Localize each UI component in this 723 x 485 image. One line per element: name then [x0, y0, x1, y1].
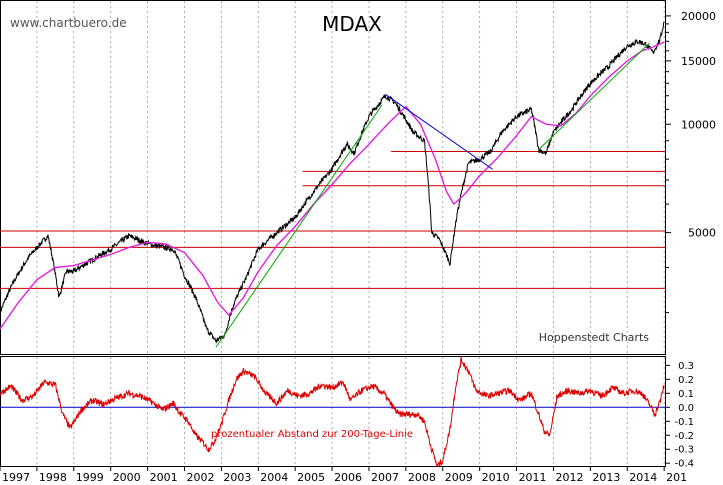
- x-tick-label: 2009: [445, 471, 473, 484]
- x-tick-label: 2012: [555, 471, 583, 484]
- price-y-tick-label: 10000: [681, 118, 716, 131]
- x-tick-label: 2011: [519, 471, 547, 484]
- osc-y-tick-label: 0.3: [678, 361, 694, 372]
- x-tick-label: 2013: [592, 471, 620, 484]
- x-tick-label: 1998: [39, 471, 67, 484]
- price-y-tick-label: 15000: [681, 55, 716, 68]
- x-tick-label: 2006: [334, 471, 362, 484]
- x-tick-label: 2010: [482, 471, 510, 484]
- watermark: www.chartbuero.de: [10, 16, 127, 30]
- price-line: [0, 21, 665, 344]
- moving-average-line: [0, 41, 665, 330]
- osc-y-tick-label: -0.4: [674, 459, 694, 470]
- osc-y-tick-label: 0.2: [678, 375, 694, 386]
- x-tick-label: 2001: [150, 471, 178, 484]
- osc-y-tick-label: -0.1: [674, 417, 694, 428]
- oscillator-title: prozentualer Abstand zur 200-Tage-Linie: [211, 429, 413, 440]
- osc-y-tick-label: 0.0: [678, 403, 694, 414]
- tick-labels: 1997 1998 1999 2000 2001 2002 2003 2004 2005 2006…: [0, 10, 716, 484]
- oscillator-panel-frame: [0, 356, 666, 467]
- x-tick-label: 1997: [2, 471, 30, 484]
- x-tick-label: 2014: [629, 471, 657, 484]
- chart-title: MDAX: [322, 12, 382, 36]
- credit-label: Hoppenstedt Charts: [539, 331, 650, 344]
- oscillator-line: [0, 356, 665, 468]
- price-panel-frame: [0, 0, 666, 355]
- osc-y-tick-label: -0.2: [674, 431, 694, 442]
- trend-line: [385, 94, 493, 170]
- x-tick-label: 2004: [260, 471, 288, 484]
- trend-lines: [215, 42, 650, 348]
- x-tick-label: 2002: [186, 471, 214, 484]
- trend-line: [215, 104, 383, 348]
- series: [0, 21, 665, 468]
- x-tick-label: 2007: [371, 471, 399, 484]
- x-tick-label: 1999: [76, 471, 104, 484]
- osc-y-tick-label: -0.3: [674, 445, 694, 456]
- osc-y-tick-label: 0.1: [678, 389, 694, 400]
- price-y-tick-label: 20000: [681, 10, 716, 23]
- x-tick-label: 201: [666, 471, 687, 484]
- price-y-tick-label: 5000: [688, 227, 716, 240]
- x-tick-label: 2008: [408, 471, 436, 484]
- x-tick-label: 2005: [297, 471, 325, 484]
- x-tick-label: 2000: [113, 471, 141, 484]
- x-tick-label: 2003: [223, 471, 251, 484]
- trend-line: [538, 42, 650, 151]
